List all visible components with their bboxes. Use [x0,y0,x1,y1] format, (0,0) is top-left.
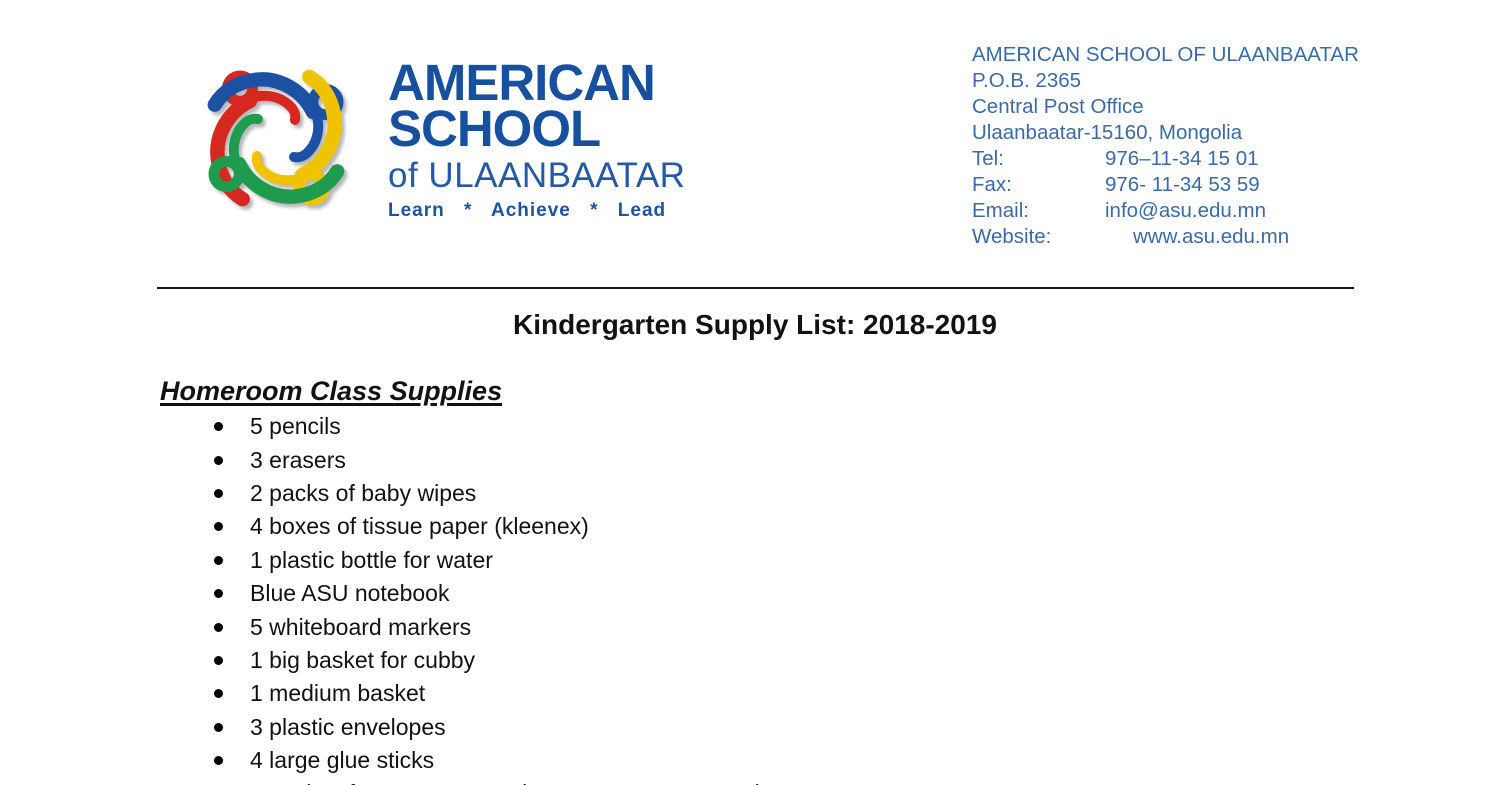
contact-row: Tel: 976–11-34 15 01 [972,146,1359,172]
contact-row: Website: www.asu.edu.mn [972,224,1359,250]
contact-row-label: Tel: [972,147,1004,170]
contact-address-line: AMERICAN SCHOOL OF ULAANBAATAR [972,43,1359,66]
bullet-icon [214,722,223,732]
contact-row-value: info@asu.edu.mn [1105,199,1266,222]
contact-address-line: Central Post Office [972,95,1144,118]
contact-block: AMERICAN SCHOOL OF ULAANBAATAR P.O.B. 23… [972,42,1359,250]
bullet-icon [214,622,223,632]
horizontal-rule [157,287,1354,289]
list-item-text: 2 packs of baby wipes [250,479,477,506]
contact-address-lines: AMERICAN SCHOOL OF ULAANBAATAR P.O.B. 23… [972,42,1359,146]
list-item-text: 3 erasers [250,446,346,473]
contact-address-line: P.O.B. 2365 [972,69,1082,92]
contact-row-value: 976–11-34 15 01 [1105,147,1259,170]
list-item-text: 1 big basket for cubby [250,646,476,673]
contact-row-label: Email: [972,199,1029,222]
contact-address-line: Ulaanbaatar-15160, Mongolia [972,121,1243,144]
contact-row-value: 976- 11-34 53 59 [1105,173,1260,196]
list-item-text: Blue ASU notebook [250,580,450,607]
wordmark-line-american: AMERICAN [388,54,656,111]
wordmark-line-school: SCHOOL [388,100,601,157]
bullet-icon [214,522,223,532]
page-title: Kindergarten Supply List: 2018-2019 [513,309,997,340]
contact-row-label: Fax: [972,173,1012,196]
list-item: 3 erasers [157,443,763,476]
list-item: 4 large glue sticks [157,744,763,777]
list-item-text: 1 plastic bottle for water [250,546,493,573]
list-item: 1 big basket for cubby [157,644,763,677]
school-logo-icon [186,48,366,228]
list-item: 5 whiteboard markers [157,610,763,643]
list-item-text: 4 boxes of tissue paper (kleenex) [250,513,589,540]
list-item: Blue ASU notebook [157,577,763,610]
list-item-text: 1 medium basket [250,680,426,707]
contact-row-value: www.asu.edu.mn [1133,225,1290,248]
contact-row: Fax: 976- 11-34 53 59 [972,172,1359,198]
list-item-text: 5 pencils [250,413,341,440]
list-item: 2 packs of baby wipes [157,477,763,510]
list-item: 1 medium basket [157,677,763,710]
list-item: 2 packs of A4 paper ream (ASSORTED COLOR… [157,777,763,785]
list-item-text: 2 packs of A4 paper ream (ASSORTED COLOR… [250,780,763,785]
wordmark-tagline: Learn * Achieve * Lead [388,200,667,221]
bullet-icon [214,655,223,665]
school-wordmark: AMERICAN SCHOOL of ULAANBAATAR Learn * A… [388,54,686,222]
contact-detail-rows: Tel: 976–11-34 15 01 Fax: 976- 11-34 53 … [972,146,1359,250]
bullet-icon [214,422,223,432]
section-heading: Homeroom Class Supplies [160,376,503,406]
list-item-text: 3 plastic envelopes [250,713,446,740]
bullet-icon [214,488,223,498]
list-item: 3 plastic envelopes [157,711,763,744]
wordmark-line-of-ulaanbaatar: of ULAANBAATAR [388,156,686,195]
bullet-icon [214,555,223,565]
list-item: 4 boxes of tissue paper (kleenex) [157,510,763,543]
list-item: 1 plastic bottle for water [157,544,763,577]
bullet-icon [214,455,223,465]
bullet-icon [214,689,223,699]
list-item: 5 pencils [157,410,763,443]
contact-row: Email: info@asu.edu.mn [972,198,1359,224]
list-item-text: 4 large glue sticks [250,747,435,774]
supply-list: 5 pencils 3 erasers 2 packs of baby wipe… [157,410,763,785]
bullet-icon [214,589,223,599]
bullet-icon [214,756,223,766]
contact-row-label: Website: [972,225,1052,248]
list-item-text: 5 whiteboard markers [250,613,472,640]
